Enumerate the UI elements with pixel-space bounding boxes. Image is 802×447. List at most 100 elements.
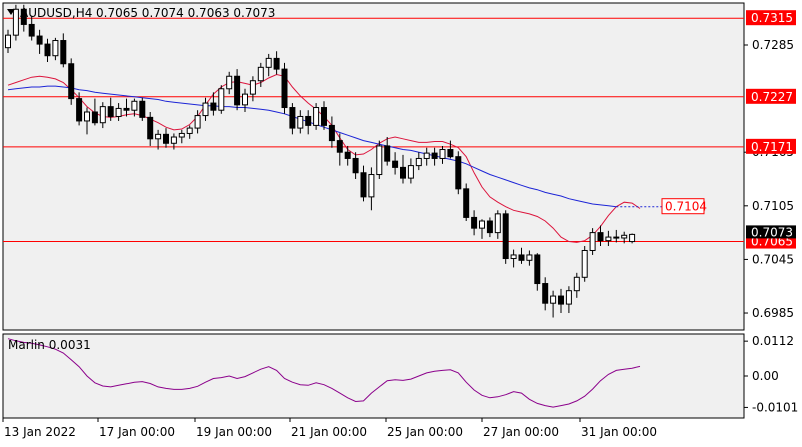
candle [565, 286, 572, 314]
candle-body [28, 23, 35, 37]
candle [218, 85, 225, 114]
candle-body [147, 116, 154, 140]
candle-body [321, 107, 327, 126]
candle [273, 51, 280, 75]
ma-value-callout-label: 0.7104 [665, 200, 707, 214]
candle [486, 217, 493, 238]
candle-body [305, 115, 312, 126]
candle [210, 92, 217, 116]
marlin-tick-label: -0.0101 [752, 400, 798, 414]
candle-body [471, 216, 478, 229]
candle-body [344, 151, 351, 159]
level-price-badge [746, 138, 796, 154]
candle-body [384, 145, 391, 162]
candle [99, 102, 106, 129]
candle-body [360, 172, 367, 198]
candle-body [558, 295, 564, 305]
level-price-badge [746, 88, 796, 104]
candle-body [510, 254, 517, 260]
candle-body [178, 132, 185, 138]
price-tick-label: 0.7285 [752, 38, 794, 52]
candle-body [5, 34, 11, 49]
candle [384, 137, 391, 166]
candle-body [155, 133, 162, 140]
candle-body [526, 254, 533, 261]
candle-body [565, 290, 572, 305]
symbol-label: AUDUSD,H4 [20, 6, 92, 20]
candle [613, 229, 620, 243]
marlin-tick-label: 0.00 [752, 369, 779, 383]
candle [494, 210, 501, 239]
candle [502, 210, 509, 264]
candle [12, 4, 19, 41]
candle [44, 38, 51, 62]
candle-body [257, 66, 264, 82]
price-tick-label: 0.7105 [752, 199, 794, 213]
candle [455, 151, 462, 195]
candle [178, 129, 185, 144]
candle [407, 158, 414, 184]
triangle-down-icon[interactable] [7, 9, 15, 15]
candle-body [36, 35, 43, 45]
candle-body [249, 80, 256, 95]
price-axis: 0.72850.71650.71050.70450.69850.73150.72… [661, 10, 796, 320]
candle [518, 247, 525, 264]
time-tick-label: 25 Jan 00:00 [387, 425, 463, 439]
marlin-tick-label: 0.0112 [752, 334, 794, 348]
price-plot-area[interactable] [2, 2, 745, 331]
candle-body [518, 254, 525, 261]
candle [68, 58, 75, 105]
candle-body [226, 75, 233, 90]
candle-body [581, 249, 588, 278]
candle [400, 154, 406, 184]
chart-header: AUDUSD,H4 0.7065 0.7074 0.7063 0.7073 [7, 6, 275, 20]
candle-body [534, 254, 541, 285]
horizontal-levels [3, 17, 744, 243]
candle-body [352, 157, 359, 174]
candle [60, 33, 67, 68]
candle [123, 98, 130, 117]
indicator-plot-area[interactable] [2, 333, 745, 419]
candle-body [550, 295, 557, 304]
candle-body [597, 232, 604, 242]
candle-body [20, 8, 27, 25]
candle [321, 101, 327, 130]
candle [479, 219, 485, 239]
marlin-axis: 0.0112 0.00 -0.0101 [744, 334, 798, 414]
candle-body [139, 100, 146, 118]
time-tick-label: 17 Jan 00:00 [99, 425, 175, 439]
candle-body [234, 75, 241, 106]
candle-body [218, 88, 225, 111]
candle-body [629, 233, 636, 243]
candle-body [76, 98, 83, 122]
candle-body [281, 68, 288, 109]
candle-body [621, 234, 628, 239]
candle [131, 98, 138, 117]
candle [534, 253, 541, 291]
marlin-line [7, 338, 641, 408]
candles [5, 4, 636, 318]
candle [368, 167, 375, 211]
candle-body [44, 43, 51, 57]
candle [226, 71, 233, 95]
candle [439, 145, 446, 164]
candle [629, 233, 636, 244]
candle [471, 210, 478, 236]
candle-body [107, 106, 114, 117]
candle-body [439, 149, 446, 159]
candle-body [210, 102, 217, 111]
candle-body [455, 156, 462, 190]
candle-body [542, 283, 549, 304]
candle [336, 133, 343, 166]
ma-value-callout [661, 198, 705, 215]
candle [360, 165, 367, 202]
level-price-badge [746, 10, 796, 26]
candle [234, 69, 241, 111]
candle-body [91, 111, 98, 124]
candle-body [60, 40, 67, 65]
candle [305, 110, 312, 135]
candle-body [479, 220, 485, 229]
candle-body [202, 102, 209, 117]
candle-body [273, 57, 280, 70]
